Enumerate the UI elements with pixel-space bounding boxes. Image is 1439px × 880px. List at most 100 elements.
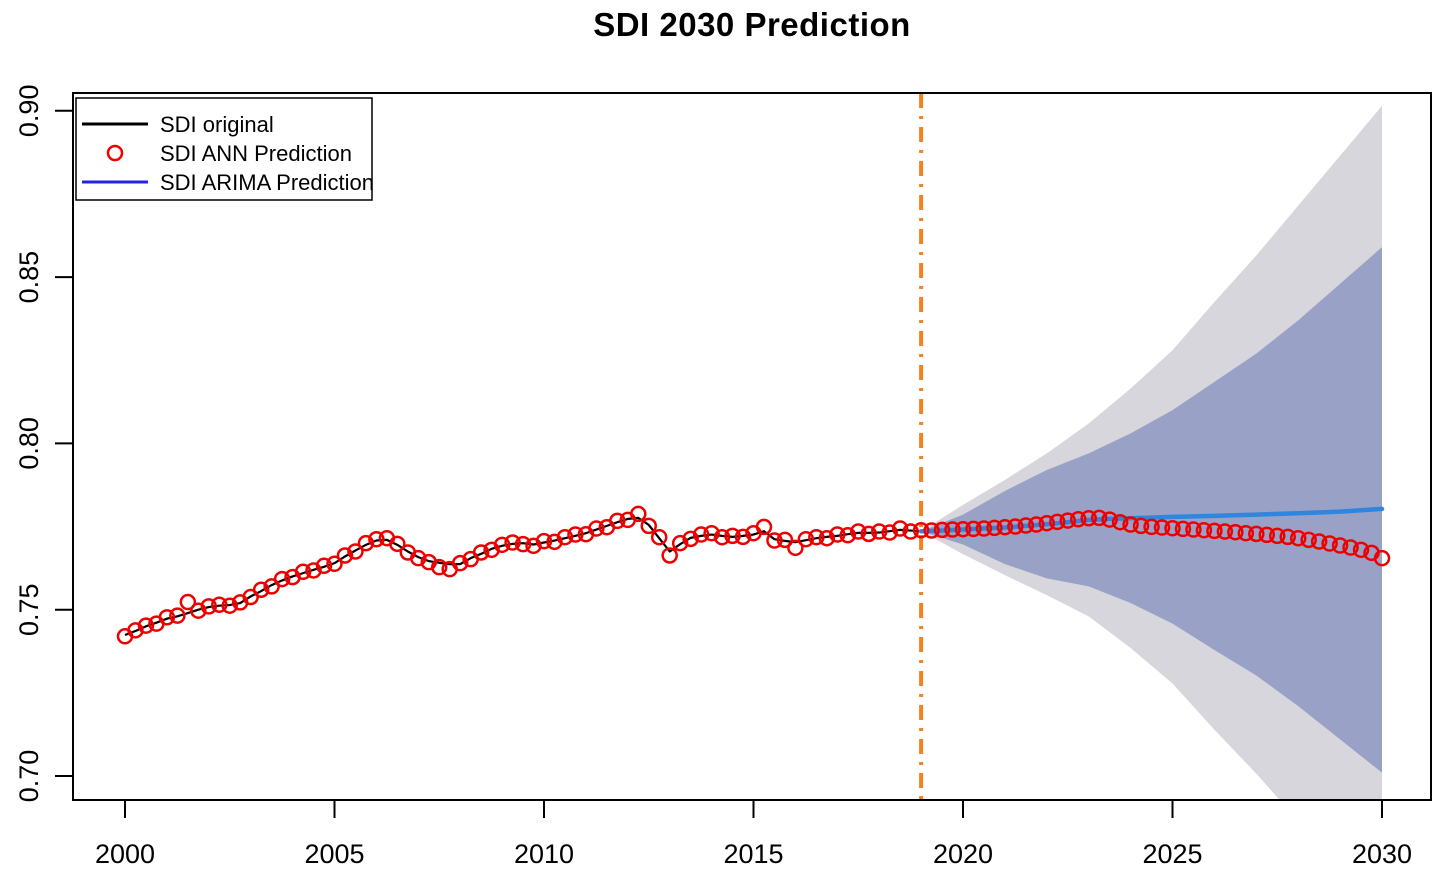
sdi-ann-point <box>1310 533 1328 550</box>
sdi-ann-point <box>1164 519 1181 537</box>
sdi-ann-point <box>1269 527 1286 545</box>
sdi-ann-point <box>661 547 678 564</box>
x-axis-tick-label: 2020 <box>933 839 993 869</box>
sdi-ann-point <box>776 531 794 549</box>
sdi-ann-point <box>1111 513 1129 531</box>
sdi-ann-point <box>724 527 741 545</box>
y-axis-tick-label: 0.90 <box>14 85 44 138</box>
sdi-ann-point <box>347 543 364 560</box>
sdi-ann-point <box>1300 531 1317 549</box>
sdi-ann-point <box>692 526 710 543</box>
sdi-ann-point <box>493 536 511 554</box>
sdi-ann-point <box>839 526 857 544</box>
ci80-band <box>921 247 1382 773</box>
sdi-ann-point <box>850 523 867 540</box>
sdi-ann-point <box>431 558 448 576</box>
legend-item-label: SDI ANN Prediction <box>160 141 352 166</box>
sdi-ann-point <box>1216 523 1234 540</box>
sdi-ann-point <box>609 512 626 530</box>
sdi-ann-point <box>787 539 804 557</box>
sdi-ann-point <box>1017 517 1035 534</box>
sdi-ann-point <box>860 525 877 543</box>
sdi-ann-point <box>514 535 532 553</box>
sdi-ann-point <box>1153 519 1171 536</box>
plot-border <box>72 92 1432 801</box>
sdi-ann-point <box>912 521 930 539</box>
sdi-ann-point <box>1206 522 1223 540</box>
legend-swatch-circle <box>106 144 124 162</box>
sdi-ann-point <box>1185 521 1202 538</box>
sdi-ann-point <box>368 530 385 548</box>
sdi-ann-point <box>996 518 1014 536</box>
sdi-ann-point <box>944 521 961 538</box>
sdi-ann-point <box>315 557 333 575</box>
sdi-ann-point <box>808 528 825 546</box>
sdi-ann-point <box>881 524 898 541</box>
sdi-ann-point <box>294 563 312 581</box>
x-axis-tick-label: 2030 <box>1352 839 1412 869</box>
sdi-ann-point <box>870 523 888 540</box>
x-axis-tick-label: 2005 <box>304 839 364 869</box>
sdi-ann-point <box>1174 520 1192 538</box>
sdi-ann-point <box>252 581 270 598</box>
legend-item-label: SDI original <box>160 112 274 137</box>
sdi-ann-point <box>891 520 909 537</box>
sdi-ann-point <box>1279 528 1296 546</box>
sdi-original-line <box>124 516 922 637</box>
sdi-ann-point <box>137 617 155 634</box>
sdi-ann-point <box>1049 513 1066 531</box>
sdi-ann-point <box>965 520 982 538</box>
x-axis-tick-label: 2000 <box>95 839 155 869</box>
y-axis-tick-label: 0.70 <box>14 750 44 803</box>
sdi-ann-point <box>902 523 919 540</box>
sdi-ann-point <box>504 534 521 551</box>
sdi-ann-point <box>410 549 427 567</box>
sdi-ann-point <box>734 528 752 546</box>
sdi-ann-point <box>640 517 657 535</box>
sdi-ann-point <box>1321 535 1338 552</box>
y-axis-tick-label: 0.80 <box>14 417 44 470</box>
legend-item-label: SDI ARIMA Prediction <box>160 170 374 195</box>
sdi-ann-point <box>1007 518 1024 535</box>
x-axis-tick-label: 2010 <box>514 839 574 869</box>
sdi-ann-point <box>986 519 1003 537</box>
sdi-ann-point <box>158 609 176 626</box>
sdi-ann-point <box>818 529 836 547</box>
sdi-ann-point <box>1038 514 1056 532</box>
plot-area <box>116 94 1391 799</box>
sdi-ann-point <box>1101 511 1118 528</box>
sdi-ann-point <box>1069 510 1087 528</box>
sdi-ann-point <box>535 532 553 550</box>
sdi-ann-point <box>671 534 689 552</box>
sdi-ann-point <box>567 526 584 543</box>
sdi-ann-point <box>682 530 699 548</box>
sdi-ann-point <box>713 528 731 546</box>
sdi-ann-point <box>630 505 647 523</box>
legend: SDI original SDI ANN Prediction SDI ARIMA … <box>75 97 374 201</box>
sdi-ann-point <box>1028 516 1045 533</box>
sdi-ann-point <box>954 520 972 538</box>
sdi-ann-point <box>703 524 720 542</box>
sdi-ann-points <box>116 505 1391 645</box>
sdi-ann-point <box>169 607 186 624</box>
sdi-ann-point <box>472 544 490 561</box>
sdi-ann-point <box>588 520 605 537</box>
sdi-ann-point <box>650 528 668 546</box>
sdi-ann-point <box>336 547 354 564</box>
y-axis-tick-label: 0.75 <box>14 583 44 636</box>
sdi-ann-point <box>1143 518 1160 536</box>
sdi-ann-point <box>211 596 228 613</box>
sdi-ann-point <box>1059 512 1076 529</box>
sdi-ann-point <box>975 520 993 537</box>
sdi-ann-point <box>1227 523 1244 541</box>
sdi-ann-point <box>326 555 343 573</box>
y-axis-tick-label: 0.85 <box>14 251 44 304</box>
sdi-ann-point <box>1237 524 1255 542</box>
sdi-ann-point <box>1342 539 1359 556</box>
sdi-ann-point <box>357 534 375 552</box>
sdi-ann-point <box>933 521 951 539</box>
sdi-ann-point <box>1352 541 1370 559</box>
sdi-ann-point <box>451 554 469 572</box>
sdi-ann-point <box>1132 517 1150 535</box>
